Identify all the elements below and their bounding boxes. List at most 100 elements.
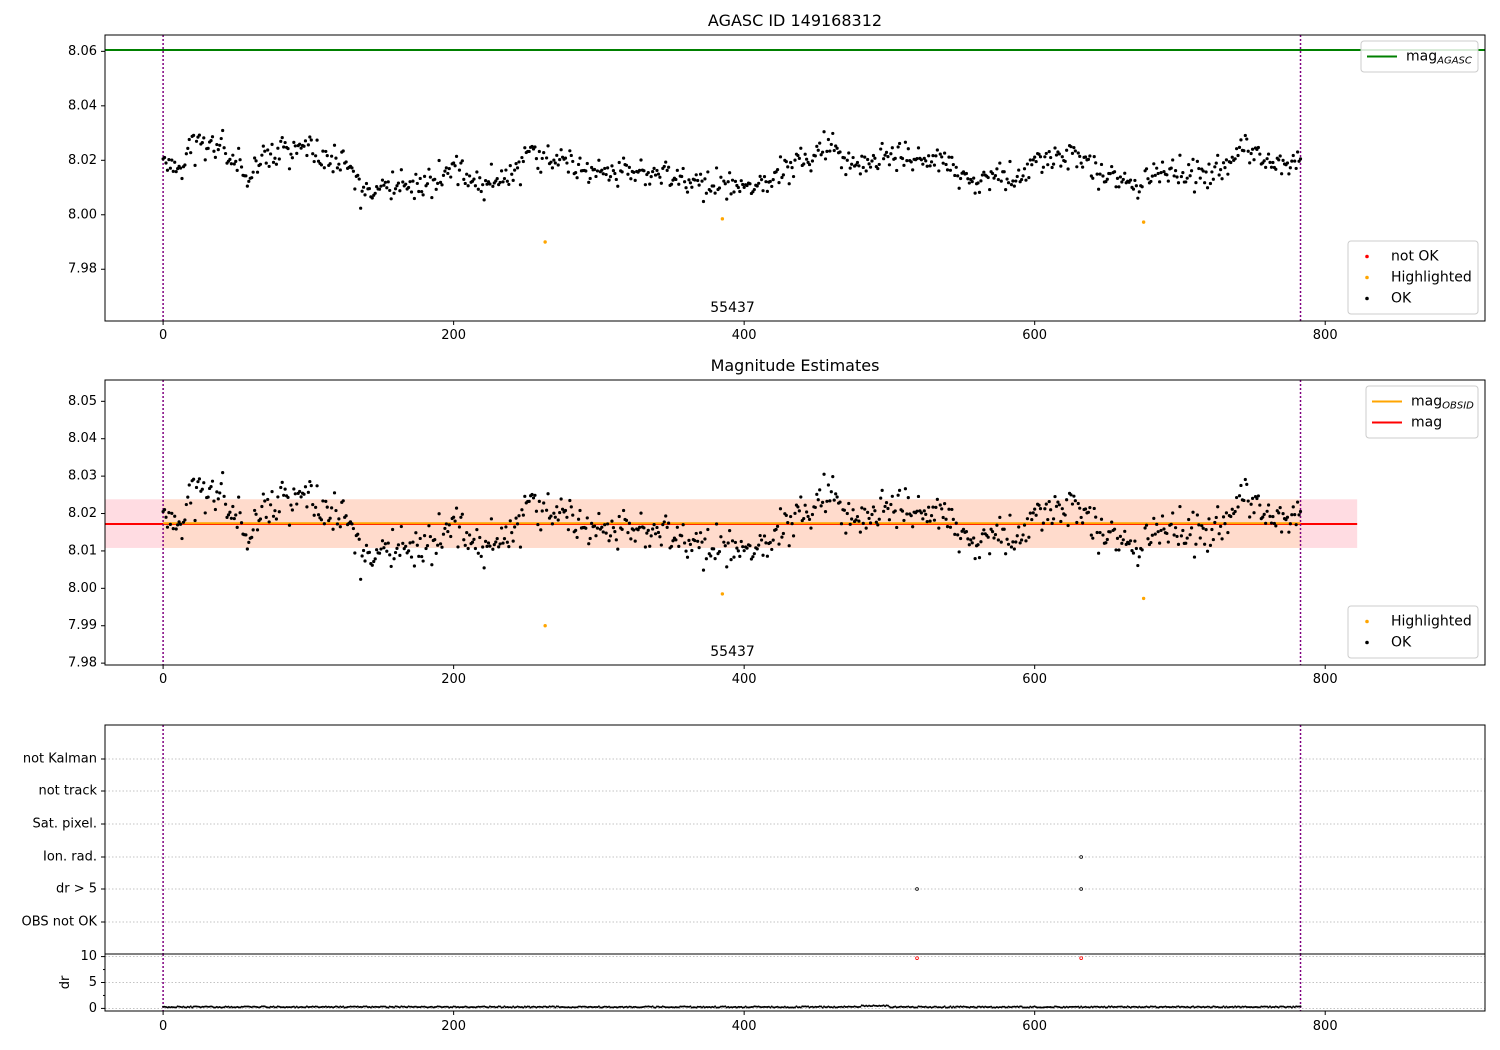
ok-point <box>392 557 396 561</box>
ok-point <box>379 184 383 188</box>
ok-point <box>1224 511 1229 515</box>
ok-point <box>1171 158 1175 162</box>
ok-point <box>889 502 893 507</box>
ok-point <box>893 156 897 160</box>
ok-point <box>915 157 919 161</box>
ok-point <box>652 166 656 170</box>
ok-point <box>531 496 536 500</box>
ok-point <box>858 172 862 176</box>
ok-point <box>1268 514 1272 518</box>
ok-point <box>696 539 700 543</box>
ok-point <box>575 176 579 180</box>
legend-label: Highlighted <box>1391 270 1472 286</box>
dr-point <box>346 1005 349 1008</box>
dr-point <box>882 1004 885 1007</box>
dr-point <box>499 1005 502 1008</box>
ok-point <box>1072 494 1076 498</box>
dr-point <box>1001 1005 1004 1008</box>
ok-point <box>162 508 167 512</box>
dr-point <box>676 1006 679 1009</box>
dr-point <box>429 1005 432 1008</box>
dr-point <box>390 1005 393 1008</box>
dr-point <box>443 1005 446 1008</box>
legend-label: OK <box>1391 291 1412 307</box>
dr-point <box>568 1006 571 1009</box>
ok-point <box>449 534 453 539</box>
ok-point <box>412 196 417 201</box>
ok-point <box>986 535 990 539</box>
ok-point <box>592 167 597 172</box>
ok-point <box>306 143 310 147</box>
ok-point <box>1083 507 1088 511</box>
ok-point <box>1250 147 1255 151</box>
ok-point <box>424 546 428 551</box>
ok-point <box>322 522 326 526</box>
ok-point <box>1166 179 1170 183</box>
dr-point <box>1071 1005 1074 1008</box>
ok-point <box>781 173 785 177</box>
dr-point <box>667 1006 670 1009</box>
ok-point <box>266 497 270 502</box>
ok-point <box>932 518 937 522</box>
ok-point <box>1110 164 1114 169</box>
ok-point <box>1046 163 1050 167</box>
ok-point <box>222 494 226 498</box>
ok-point <box>1160 514 1165 518</box>
dr-point <box>764 1005 767 1008</box>
ok-point <box>900 509 905 513</box>
dr-point <box>1298 1005 1301 1008</box>
ok-point <box>305 505 309 509</box>
ok-point <box>1226 172 1230 176</box>
ok-point <box>890 494 894 498</box>
ok-point <box>537 499 541 503</box>
ok-point <box>768 540 772 545</box>
ok-point <box>517 160 521 164</box>
ok-point <box>1287 530 1291 534</box>
ok-point <box>308 135 312 139</box>
x-tick-label: 800 <box>1313 328 1338 343</box>
ok-point <box>608 534 613 538</box>
ok-point <box>821 500 825 504</box>
ok-point <box>697 183 701 187</box>
ok-point <box>542 151 546 155</box>
dr-point <box>594 1006 597 1009</box>
dr-point <box>467 1006 470 1009</box>
dr-point <box>459 1006 462 1009</box>
ok-point <box>745 546 749 550</box>
ok-point <box>1233 509 1237 514</box>
ok-point <box>805 510 809 514</box>
ok-point <box>247 540 251 545</box>
dr-point <box>272 1005 275 1008</box>
ok-point <box>328 516 332 520</box>
dr-point <box>1293 1006 1296 1009</box>
y-tick-label: 8.00 <box>68 207 97 222</box>
ok-point <box>700 540 704 544</box>
dr-point <box>317 1006 320 1009</box>
ok-point <box>1296 500 1300 504</box>
ok-point <box>1011 540 1015 544</box>
ok-point <box>472 537 476 541</box>
ok-point <box>430 563 434 567</box>
ok-point <box>664 514 668 518</box>
ok-point <box>399 524 403 529</box>
ok-point <box>359 577 363 581</box>
ok-point <box>1297 159 1301 163</box>
ok-point <box>787 544 791 548</box>
ok-point <box>601 530 605 534</box>
dr-point <box>715 1006 718 1009</box>
ok-point <box>247 179 251 183</box>
ok-point <box>880 488 884 492</box>
ok-point <box>359 206 363 210</box>
ok-point <box>993 174 998 178</box>
ok-point <box>897 488 902 493</box>
ok-point <box>1136 196 1140 200</box>
ok-point <box>928 519 932 523</box>
dr-point <box>409 1005 412 1008</box>
dr-point <box>233 1006 236 1009</box>
ok-point <box>970 180 974 184</box>
ok-point <box>1176 542 1181 546</box>
ok-point <box>398 553 402 557</box>
ok-point <box>282 145 286 149</box>
ok-point <box>1114 548 1118 552</box>
